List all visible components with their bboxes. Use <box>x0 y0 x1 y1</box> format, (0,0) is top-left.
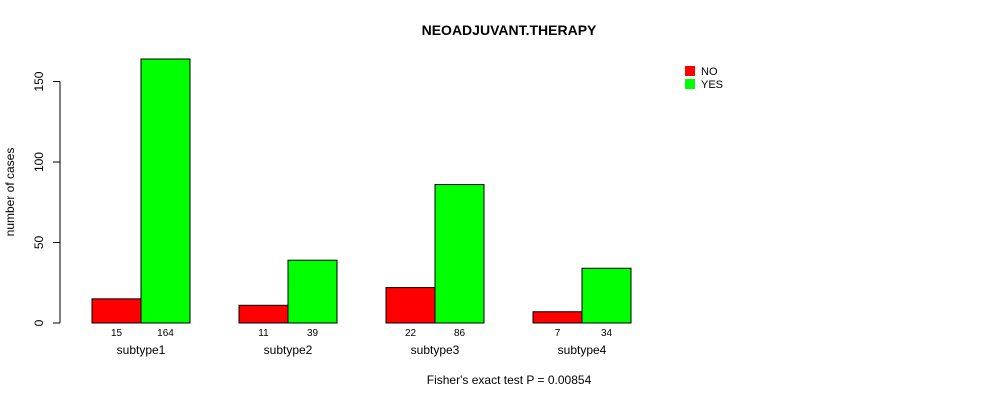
bar-subtype4-no <box>532 311 583 324</box>
x-tick-label-subtype3: subtype3 <box>411 343 460 357</box>
legend-swatch-no <box>685 66 695 76</box>
bar-subtype1-no <box>91 298 142 324</box>
bar-subtype3-no <box>385 287 436 324</box>
x-tick-label-subtype2: subtype2 <box>264 343 313 357</box>
count-label-subtype1-no: 15 <box>111 328 123 339</box>
legend-label-yes: YES <box>701 79 723 91</box>
bar-subtype2-no <box>238 304 289 324</box>
count-label-subtype3-no: 22 <box>405 328 417 339</box>
chart-title: NEOADJUVANT.THERAPY <box>422 22 597 38</box>
count-label-subtype2-yes: 39 <box>307 328 319 339</box>
count-label-subtype4-yes: 34 <box>601 328 613 339</box>
bar-subtype1-yes <box>140 58 191 324</box>
y-axis: 0 50 100 150 <box>32 71 61 326</box>
y-axis-label: number of cases <box>3 148 17 237</box>
y-tick-label: 0 <box>32 319 46 326</box>
count-label-subtype1-yes: 164 <box>157 328 174 339</box>
bar-subtype4-yes <box>581 267 632 324</box>
legend-swatch-yes <box>685 79 695 89</box>
x-tick-label-subtype4: subtype4 <box>558 343 607 357</box>
count-label-subtype3-yes: 86 <box>454 328 466 339</box>
bar-subtype3-yes <box>434 184 485 324</box>
y-tick-label: 100 <box>32 152 46 172</box>
legend-label-no: NO <box>701 66 718 78</box>
bar-subtype2-yes <box>287 259 338 324</box>
count-label-subtype2-no: 11 <box>258 328 269 339</box>
footnote: Fisher's exact test P = 0.00854 <box>427 373 592 387</box>
x-tick-label-subtype1: subtype1 <box>117 343 166 357</box>
y-tick-label: 150 <box>32 71 46 91</box>
y-tick-label: 50 <box>32 236 46 250</box>
bars-group: 15 164 subtype1 11 39 subtype2 22 86 subtype3 7 34… <box>91 58 632 357</box>
count-label-subtype4-no: 7 <box>555 328 561 339</box>
